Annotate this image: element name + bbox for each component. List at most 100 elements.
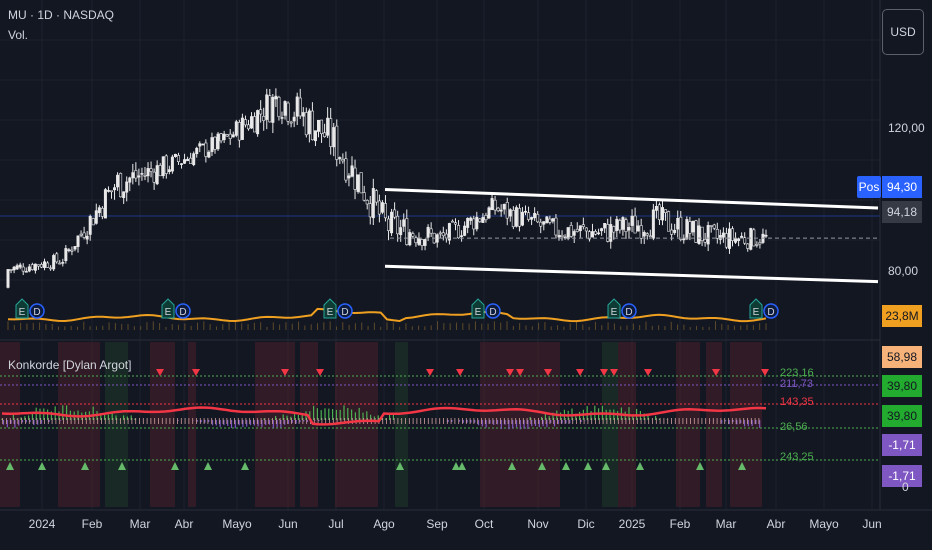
- candle-body: [94, 210, 98, 224]
- candle-body: [100, 207, 104, 217]
- candle-body: [256, 110, 260, 135]
- indicator-line-label: 26,56: [780, 421, 808, 433]
- candle-body: [49, 267, 53, 270]
- earnings-icon: [607, 298, 621, 319]
- buy-signal-triangle: [204, 462, 212, 470]
- candle-body: [131, 172, 135, 179]
- volume-legend[interactable]: Vol.: [8, 28, 29, 42]
- signal-zone: [188, 342, 196, 507]
- candle-body: [341, 159, 345, 162]
- dividend-icon: [337, 303, 353, 319]
- earnings-label: E: [475, 307, 482, 318]
- sell-signal-triangle: [644, 369, 652, 376]
- candle-body: [39, 264, 43, 268]
- candle-body: [517, 208, 521, 227]
- sell-signal-triangle: [426, 369, 434, 376]
- symbol-legend[interactable]: MU · 1D · NASDAQ: [8, 8, 115, 22]
- buy-signal-triangle: [38, 462, 46, 470]
- candle-body: [289, 121, 293, 124]
- dividend-label: D: [489, 307, 496, 318]
- candle-body: [575, 228, 579, 232]
- candle-body: [61, 262, 65, 264]
- time-axis-label: Abr: [766, 517, 786, 531]
- earnings-icon: [471, 298, 485, 319]
- candle-body: [648, 235, 652, 238]
- candle-body: [88, 216, 92, 235]
- dividend-label: D: [179, 307, 186, 318]
- sell-signal-triangle: [456, 369, 464, 376]
- candle-body: [429, 228, 433, 234]
- candle-body: [286, 102, 290, 122]
- time-axis-label: Mayo: [809, 517, 839, 531]
- candle-body: [103, 189, 107, 219]
- candle-body: [703, 238, 707, 243]
- candle-body: [277, 96, 281, 118]
- currency-button[interactable]: USD: [882, 9, 924, 55]
- candle-body: [155, 165, 159, 185]
- candle-body: [664, 209, 668, 214]
- candle-body: [116, 174, 120, 188]
- sell-signal-triangle: [610, 369, 618, 376]
- candle-body: [243, 119, 247, 126]
- candle-body: [627, 227, 631, 231]
- candle-body: [447, 223, 451, 241]
- sell-signal-triangle: [516, 369, 524, 376]
- time-axis-label: 2025: [618, 517, 646, 531]
- candle-body: [721, 232, 725, 238]
- candle-body: [82, 232, 86, 238]
- candle-body: [76, 235, 80, 247]
- candle-body: [167, 169, 171, 173]
- candle-body: [234, 121, 238, 136]
- price-tick-120: 120,00: [888, 121, 925, 135]
- time-axis-label: Mayo: [222, 517, 252, 531]
- volume-ma-line: [7, 307, 767, 323]
- candle-body: [283, 101, 287, 116]
- buy-signal-triangle: [636, 462, 644, 470]
- candle-body: [152, 171, 156, 183]
- position-price-badge: 94,30: [882, 176, 922, 198]
- candle-body: [310, 110, 314, 141]
- signal-zone: [0, 342, 20, 507]
- candle-body: [359, 172, 363, 194]
- candle-body: [58, 262, 62, 265]
- time-axis-label: 2024: [28, 517, 56, 531]
- time-axis-label: Jul: [328, 517, 344, 531]
- candle-body: [609, 224, 613, 242]
- candle-body: [158, 165, 162, 177]
- candle-body: [551, 218, 555, 222]
- candle-body: [374, 190, 378, 203]
- buy-signal-triangle: [171, 462, 179, 470]
- candle-body: [79, 233, 83, 236]
- candle-body: [204, 142, 208, 157]
- time-axis-label: Jun: [862, 517, 882, 531]
- indicator-title[interactable]: Konkorde [Dylan Argot]: [8, 358, 132, 372]
- indicator-line-label: 143,35: [780, 396, 814, 408]
- indicator-value-badge-4: -1,71: [882, 434, 922, 456]
- candle-body: [606, 224, 610, 242]
- position-badge[interactable]: Pos: [857, 176, 881, 198]
- candle-body: [673, 229, 677, 233]
- volume-value-badge: 23,8M: [882, 305, 922, 327]
- buy-signal-triangle: [452, 462, 460, 470]
- candle-body: [161, 156, 165, 177]
- candle-body: [435, 234, 439, 243]
- candle-body: [216, 133, 220, 150]
- candle-body: [183, 159, 187, 164]
- time-axis-label: Oct: [474, 517, 494, 531]
- candle-body: [18, 264, 22, 268]
- buy-signal-triangle: [81, 462, 89, 470]
- signal-zone: [395, 342, 408, 507]
- time-axis-label: Jun: [278, 517, 298, 531]
- dividend-label: D: [767, 307, 774, 318]
- candle-body: [688, 221, 692, 234]
- candle-body: [533, 212, 537, 219]
- candle-body: [207, 151, 211, 158]
- sell-signal-triangle: [600, 369, 608, 376]
- candle-body: [481, 217, 485, 223]
- candle-body: [313, 130, 317, 142]
- candle-body: [539, 221, 543, 227]
- candle-body: [12, 266, 16, 271]
